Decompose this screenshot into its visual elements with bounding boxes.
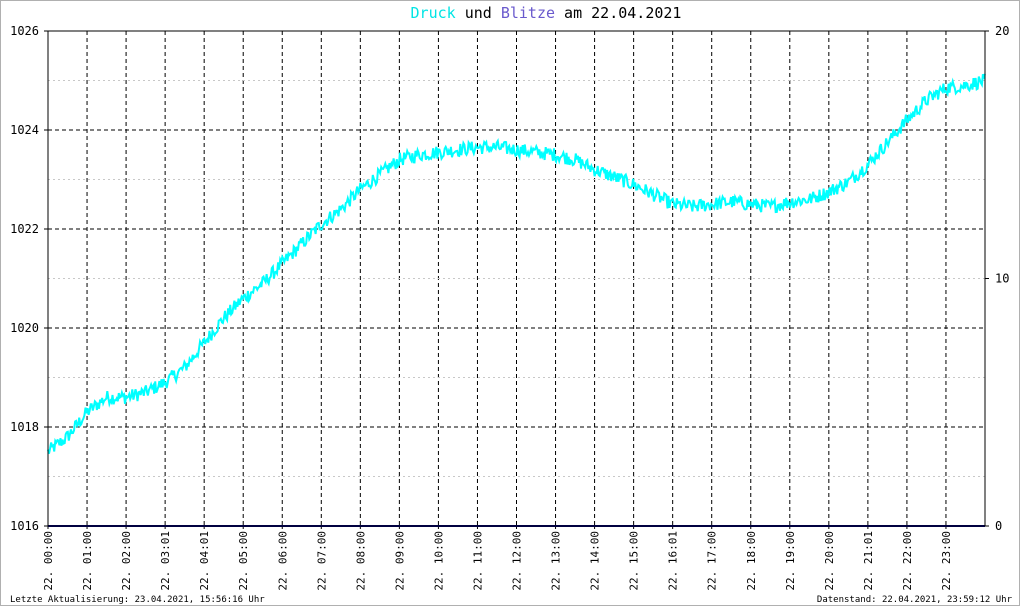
title-part-0: Druck [411,4,456,22]
y-left-label: 1026 [10,24,39,38]
y-right-label: 0 [995,519,1002,533]
x-label: 22. 00:00 [42,531,55,591]
x-label: 22. 07:00 [315,531,328,591]
footer-left: Letzte Aktualisierung: 23.04.2021, 15:56… [10,595,265,605]
y-right-label: 10 [995,272,1009,286]
y-axis-right: 0 10 20 [985,24,1009,533]
x-label: 22. 20:00 [823,531,836,591]
title-part-2: Blitze [501,4,555,22]
title-part-1: und [456,4,501,22]
x-label: 22. 23:00 [940,531,953,591]
y-left-label: 1020 [10,321,39,335]
x-label: 22. 05:00 [237,531,250,591]
x-label: 22. 18:00 [745,531,758,591]
x-label: 22. 14:00 [589,531,602,591]
x-label: 22. 04:01 [198,531,211,591]
x-label: 22. 09:00 [393,531,406,591]
x-label: 22. 16:01 [667,531,680,591]
x-axis-labels: 22. 00:00 22. 01:00 22. 02:00 22. 03:01 22. … [42,526,953,591]
y-left-label: 1016 [10,519,39,533]
y-axis-left: 1016 1018 1020 1022 1024 1026 [10,24,48,533]
series-line-druck [47,73,986,454]
x-label: 22. 19:00 [784,531,797,591]
x-label: 22. 08:00 [354,531,367,591]
x-label: 22. 02:00 [120,531,133,591]
x-label: 22. 13:00 [550,531,563,591]
x-label: 22. 10:00 [432,531,445,591]
x-label: 22. 11:00 [471,531,484,591]
x-label: 22. 17:00 [706,531,719,591]
y-right-label: 20 [995,24,1009,38]
y-left-label: 1018 [10,420,39,434]
x-label: 22. 22:00 [901,531,914,591]
y-left-label: 1022 [10,222,39,236]
x-label: 22. 01:00 [81,531,94,591]
x-label: 22. 03:01 [159,531,172,591]
footer-right: Datenstand: 22.04.2021, 23:59:12 Uhr [817,595,1013,605]
x-label: 22. 15:00 [628,531,641,591]
plot-border [47,30,986,527]
x-label: 22. 21:01 [862,531,875,591]
title-part-3: am 22.04.2021 [555,4,681,22]
y-left-label: 1024 [10,123,39,137]
x-label: 22. 06:00 [276,531,289,591]
x-label: 22. 12:00 [511,531,524,591]
chart-title: Druck und Blitze am 22.04.2021 [411,4,682,22]
grid-lines [48,31,985,526]
